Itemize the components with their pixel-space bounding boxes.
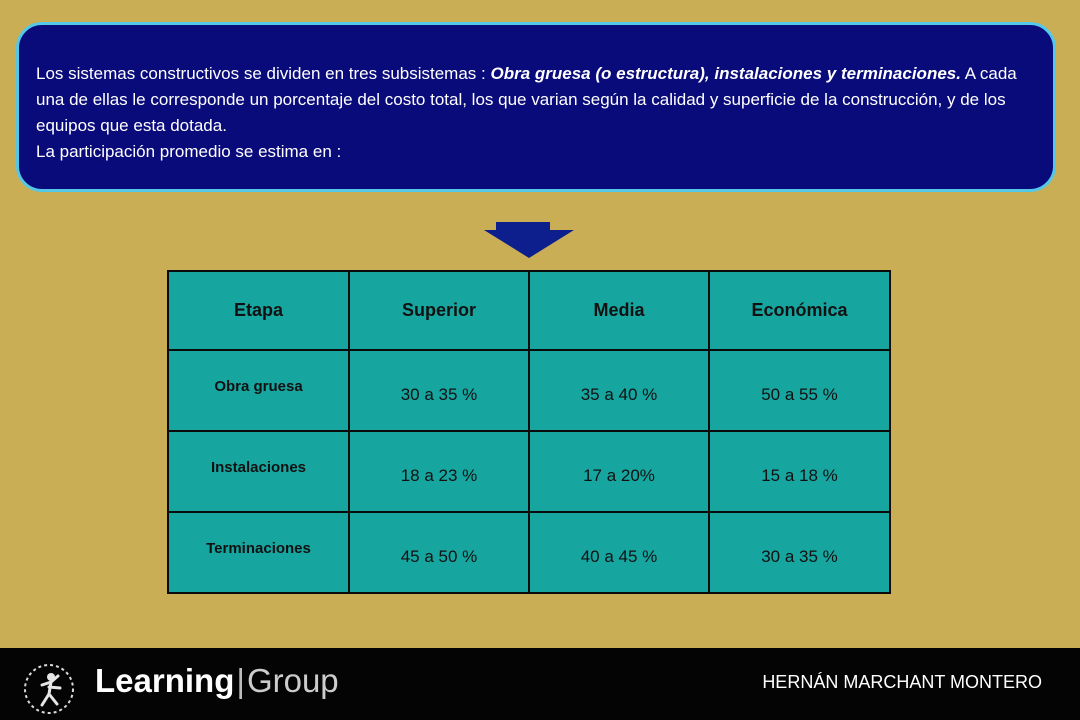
table-row: Instalaciones 18 a 23 % 17 a 20% 15 a 18… — [167, 430, 891, 513]
value-cell: 50 a 55 % — [708, 349, 891, 432]
header-economica: Económica — [708, 270, 891, 351]
value-cell: 35 a 40 % — [528, 349, 710, 432]
intro-line-2: La participación promedio se estima en : — [36, 142, 342, 161]
table-row: Terminaciones 45 a 50 % 40 a 45 % 30 a 3… — [167, 511, 891, 594]
intro-box: Los sistemas constructivos se dividen en… — [16, 22, 1056, 192]
intro-text-1: Los sistemas constructivos se dividen en… — [36, 64, 491, 83]
header-etapa: Etapa — [167, 270, 350, 351]
intro-emphasis: Obra gruesa (o estructura), instalacione… — [490, 64, 961, 83]
footer-bar: Learning|Group HERNÁN MARCHANT MONTERO — [0, 648, 1080, 720]
learning-group-logo-icon — [24, 664, 74, 714]
participation-table: Etapa Superior Media Económica Obra grue… — [167, 270, 891, 594]
down-arrow-icon — [484, 222, 574, 258]
stage-instalaciones: Instalaciones — [167, 430, 350, 513]
value-cell: 18 a 23 % — [348, 430, 530, 513]
brand-logo: Learning|Group — [95, 662, 339, 702]
value-cell: 45 a 50 % — [348, 511, 530, 594]
table-row: Obra gruesa 30 a 35 % 35 a 40 % 50 a 55 … — [167, 349, 891, 432]
intro-paragraph: Los sistemas constructivos se dividen en… — [36, 61, 1033, 139]
brand-separator: | — [236, 662, 245, 699]
brand-bold: Learning — [95, 662, 235, 699]
table-header-row: Etapa Superior Media Económica — [167, 270, 891, 351]
value-cell: 15 a 18 % — [708, 430, 891, 513]
value-cell: 17 a 20% — [528, 430, 710, 513]
value-cell: 30 a 35 % — [708, 511, 891, 594]
stage-obra-gruesa: Obra gruesa — [167, 349, 350, 432]
value-cell: 40 a 45 % — [528, 511, 710, 594]
value-cell: 30 a 35 % — [348, 349, 530, 432]
brand-light: Group — [246, 662, 339, 699]
author-name: HERNÁN MARCHANT MONTERO — [762, 672, 1042, 692]
header-superior: Superior — [348, 270, 530, 351]
stage-terminaciones: Terminaciones — [167, 511, 350, 594]
intro-text-2: A cada una de ellas le corresponde un po… — [36, 64, 1017, 135]
header-media: Media — [528, 270, 710, 351]
